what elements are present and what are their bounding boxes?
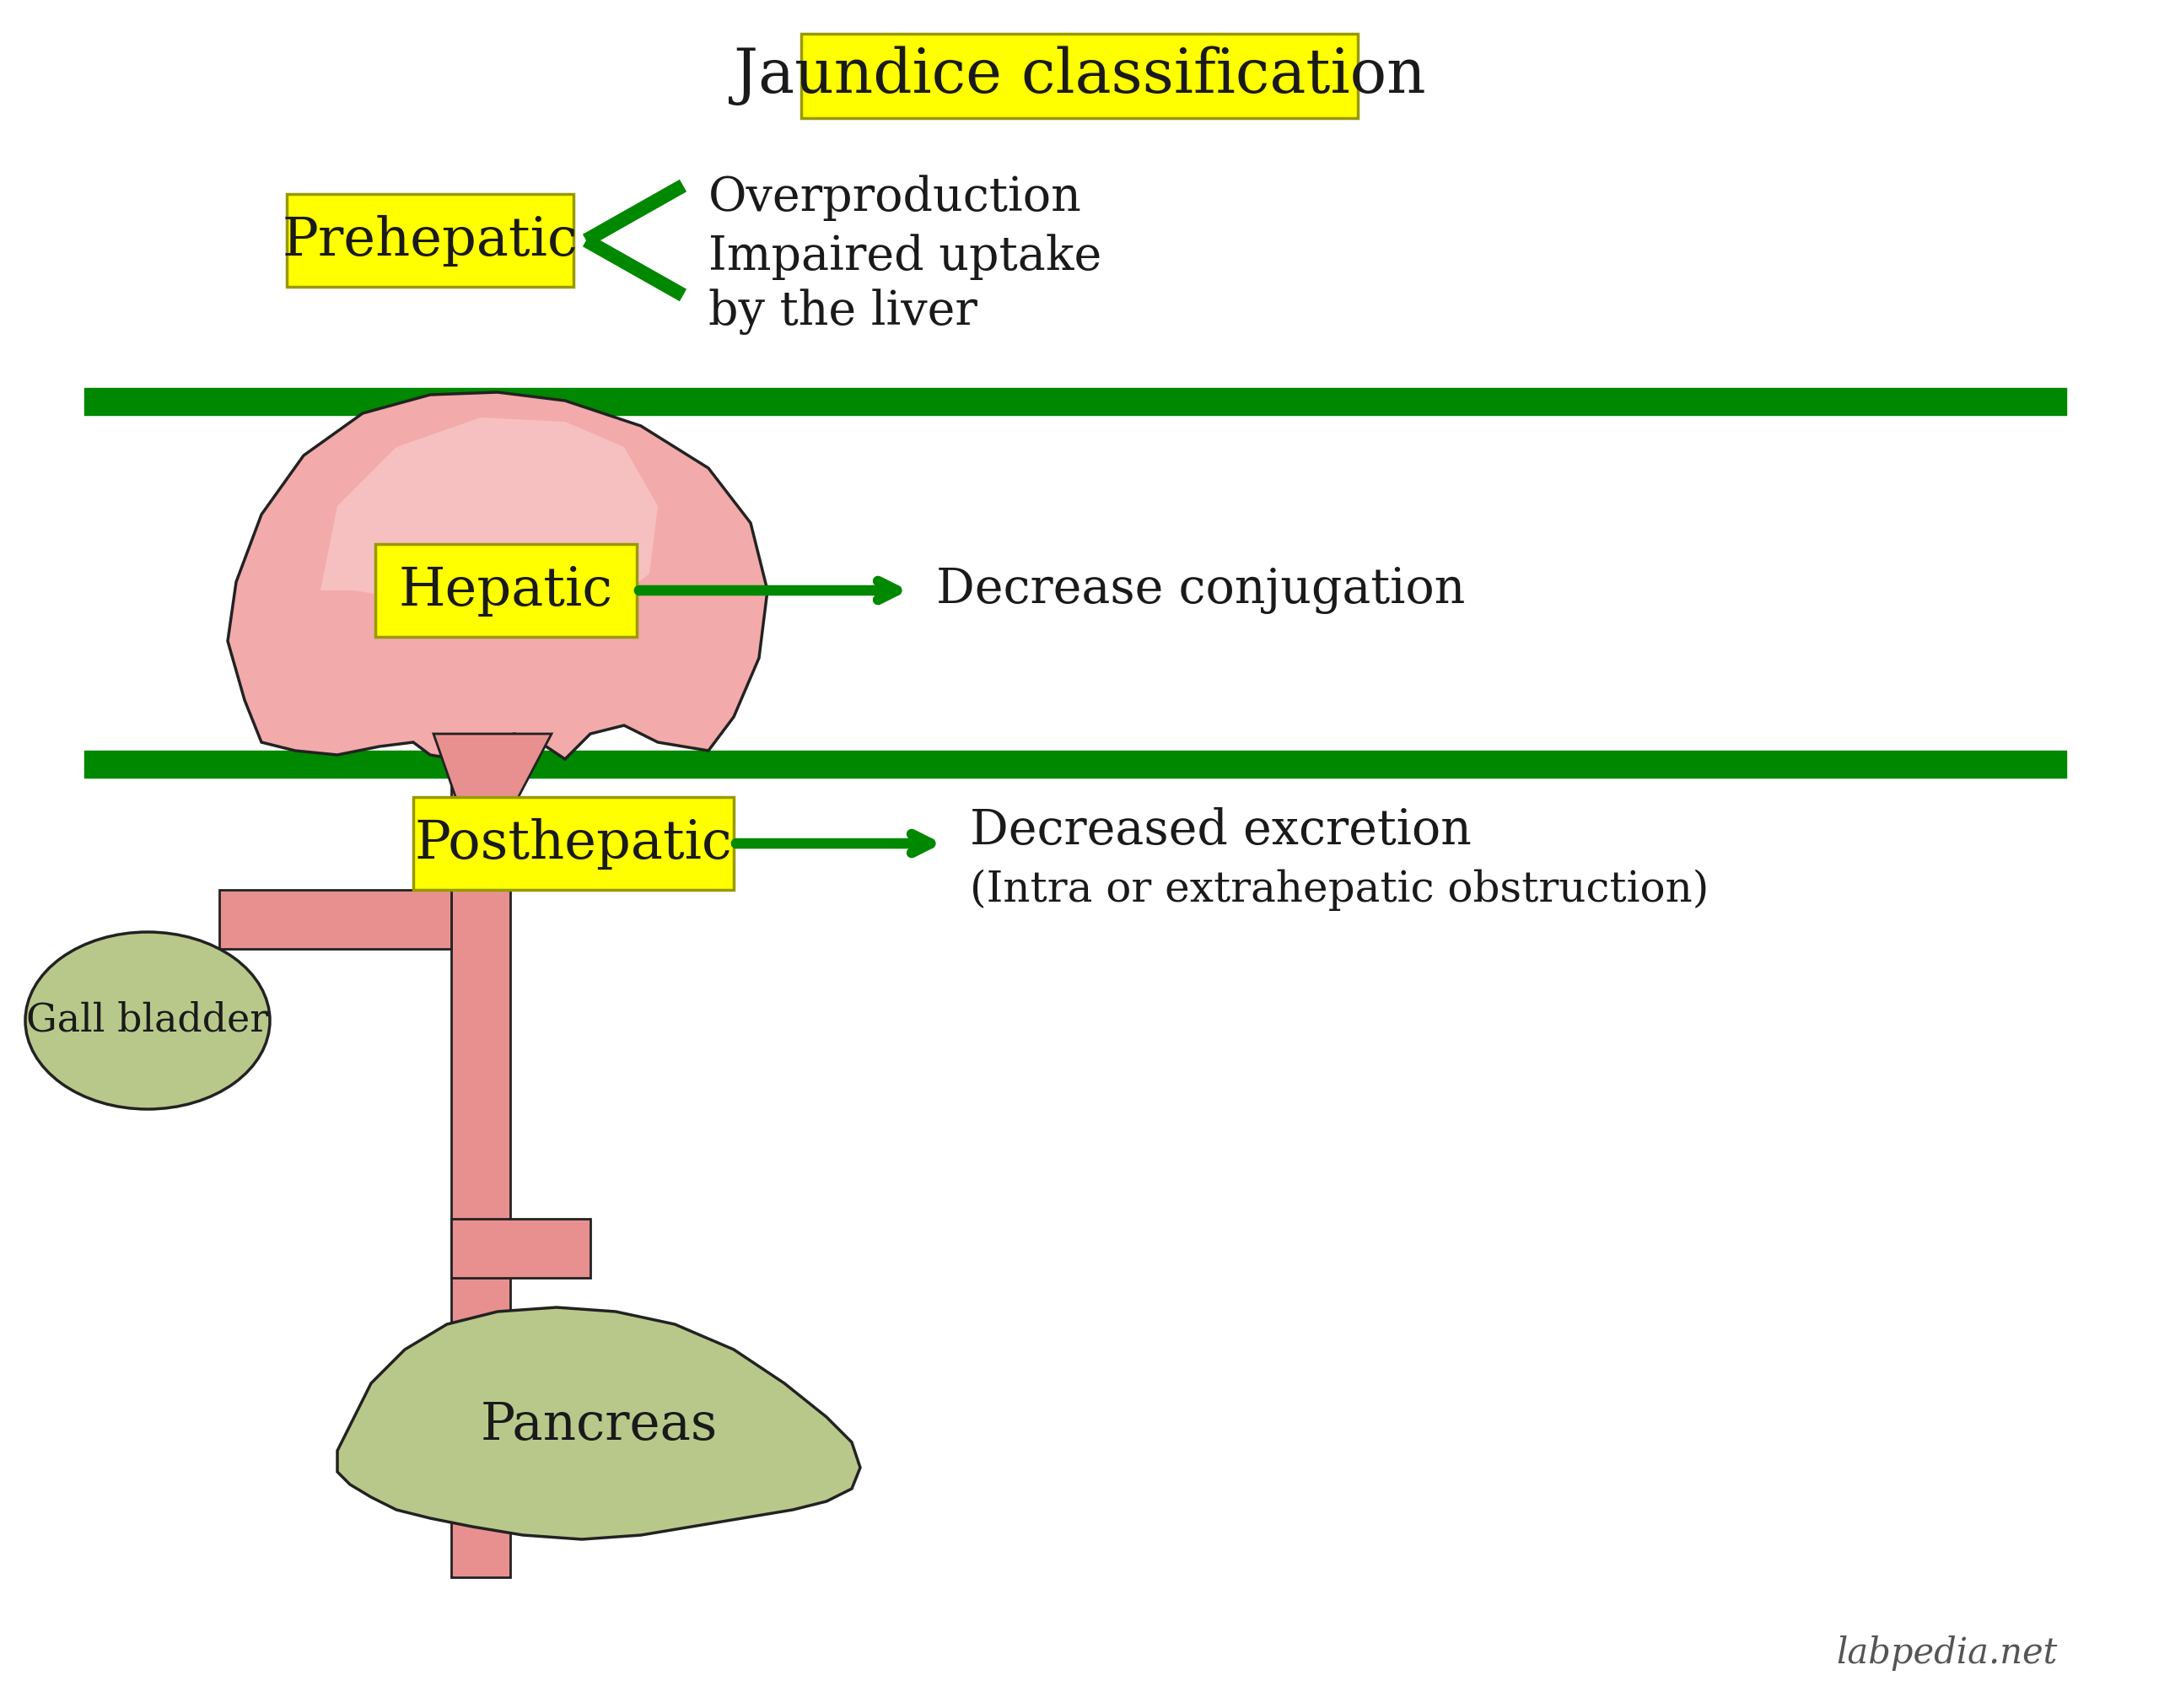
Text: Jaundice classification: Jaundice classification [734, 46, 1425, 106]
Text: labpedia.net: labpedia.net [1837, 1636, 2058, 1670]
FancyBboxPatch shape [801, 34, 1358, 118]
Polygon shape [227, 393, 766, 758]
Polygon shape [451, 1220, 589, 1278]
Text: Posthepatic: Posthepatic [415, 818, 732, 869]
Polygon shape [434, 734, 551, 801]
Text: (Intra or extrahepatic obstruction): (Intra or extrahepatic obstruction) [969, 869, 1710, 910]
Polygon shape [451, 734, 510, 1576]
Ellipse shape [26, 933, 270, 1108]
Text: Decreased excretion: Decreased excretion [969, 808, 1472, 854]
FancyBboxPatch shape [412, 798, 734, 890]
Text: Gall bladder: Gall bladder [26, 1001, 268, 1040]
Polygon shape [320, 417, 658, 623]
Text: Pancreas: Pancreas [479, 1401, 717, 1450]
Polygon shape [220, 890, 451, 950]
Text: Overproduction: Overproduction [708, 176, 1082, 222]
Text: Hepatic: Hepatic [399, 565, 613, 617]
Text: Decrease conjugation: Decrease conjugation [937, 567, 1466, 615]
FancyBboxPatch shape [376, 545, 637, 637]
Text: by the liver: by the liver [708, 289, 978, 335]
Text: Impaired uptake: Impaired uptake [708, 234, 1101, 280]
Polygon shape [337, 1307, 859, 1539]
FancyBboxPatch shape [287, 195, 574, 287]
Text: Prehepatic: Prehepatic [283, 215, 579, 266]
